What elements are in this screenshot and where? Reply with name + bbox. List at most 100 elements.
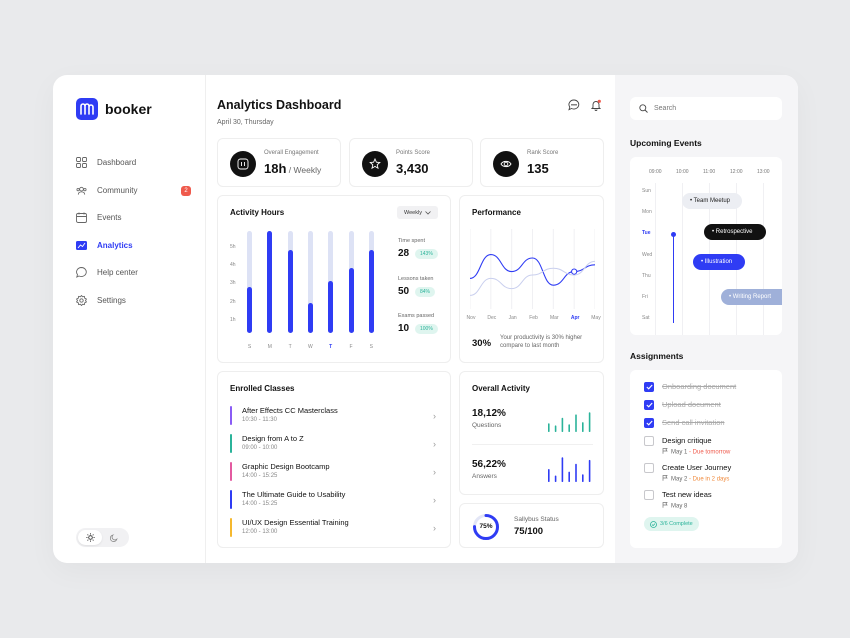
y-tick-label: 2h	[230, 298, 236, 305]
sun-icon	[85, 533, 95, 542]
assignment-checkbox[interactable]	[644, 490, 654, 500]
day-label: Thu	[642, 272, 651, 279]
bar[interactable]	[267, 231, 273, 333]
highlight-point[interactable]	[571, 268, 578, 275]
message-icon[interactable]	[568, 99, 580, 111]
chevron-right-icon[interactable]: ›	[433, 495, 436, 505]
x-tick-label: W	[308, 344, 313, 350]
light-mode-option[interactable]	[78, 530, 102, 545]
performance-chart	[470, 229, 595, 309]
assignment-title: Test new ideas	[662, 490, 712, 499]
bar[interactable]	[348, 268, 354, 333]
chevron-right-icon[interactable]: ›	[433, 467, 436, 477]
assignment-checkbox[interactable]	[644, 436, 654, 446]
calendar-icon	[76, 212, 87, 224]
assignment-date: May 8	[671, 503, 688, 510]
bar-track	[247, 231, 252, 333]
hour-label: 13:00	[757, 169, 770, 175]
bar[interactable]	[328, 281, 334, 333]
event-illustration[interactable]: • Illustration	[693, 254, 745, 270]
sidebar-item-dashboard[interactable]: Dashboard	[76, 149, 191, 177]
assignment-checkbox[interactable]	[644, 463, 654, 473]
mini-bar	[554, 475, 557, 482]
assignment-checkbox[interactable]	[644, 418, 654, 428]
hour-grid-line	[763, 183, 764, 335]
chevron-down-icon	[425, 210, 431, 215]
bar[interactable]	[287, 249, 293, 333]
stat-value-main: 18h	[264, 161, 287, 176]
events-calendar: 09:00 10:00 11:00 12:00 13:00 Sun Mon Tue Wed Thu…	[630, 157, 782, 335]
divider	[472, 444, 593, 445]
check-icon	[645, 420, 653, 426]
assignment-title: Create User Journey	[662, 463, 732, 472]
check-icon	[645, 402, 653, 408]
sidebar-item-settings[interactable]: Settings	[76, 287, 191, 315]
syllabus-value: 75/100	[514, 526, 544, 537]
syllabus-label: Sallybus Status	[514, 516, 559, 523]
chevron-right-icon[interactable]: ›	[433, 439, 436, 449]
assignment-title: Send call invitation	[662, 418, 725, 427]
sidebar-item-events[interactable]: Events	[76, 204, 191, 232]
stat-value: 135	[527, 161, 549, 176]
chevron-right-icon[interactable]: ›	[433, 411, 436, 421]
assignment-checkbox[interactable]	[644, 382, 654, 392]
sidebar-item-community[interactable]: Community 2	[76, 177, 191, 205]
flag-icon	[662, 475, 668, 481]
x-tick-label: S	[369, 344, 373, 350]
stat-label: Points Score	[396, 150, 431, 156]
search-box[interactable]: Search	[630, 97, 782, 120]
event-team-meetup[interactable]: • Team Meetup	[682, 193, 742, 209]
bar[interactable]	[307, 303, 313, 333]
complete-badge: 3/6 Complete	[644, 517, 699, 531]
bell-icon[interactable]	[590, 99, 602, 111]
check-icon	[645, 384, 653, 390]
answers-value: 56,22%	[472, 459, 506, 470]
class-row[interactable]: After Effects CC Masterclass 10:30 - 11:3…	[230, 405, 436, 427]
app-window: booker Dashboard Community 2 Events Anal…	[53, 75, 798, 563]
lessons-taken-value: 50	[398, 286, 410, 297]
sidebar-item-help-center[interactable]: Help center	[76, 259, 191, 287]
x-tick-label: Apr	[570, 315, 580, 321]
period-dropdown[interactable]: Weekly	[397, 206, 438, 219]
class-name: After Effects CC Masterclass	[242, 406, 338, 415]
logo-mark-icon	[76, 98, 98, 120]
class-color-stripe	[230, 518, 232, 537]
class-row[interactable]: The Ultimate Guide to Usability 14:00 - 1…	[230, 489, 436, 511]
card-title: Enrolled Classes	[230, 384, 295, 393]
class-row[interactable]: Graphic Design Bootcamp 14:00 - 15:25 ›	[230, 461, 436, 483]
search-input[interactable]: Search	[654, 105, 677, 112]
progress-ring-label: 75%	[479, 523, 493, 530]
notification-badge: 2	[181, 185, 191, 196]
gear-icon	[76, 294, 87, 306]
stat-card-engagement: Overall Engagement 18h / Weekly	[217, 138, 341, 187]
grid-icon	[76, 157, 87, 169]
class-row[interactable]: UI/UX Design Essential Training 12:00 - 1…	[230, 517, 436, 539]
theme-toggle[interactable]	[76, 528, 129, 547]
sidebar-item-analytics[interactable]: Analytics	[76, 232, 191, 260]
performance-note: Your productivity is 30% higher compare …	[500, 335, 583, 350]
card-title: Performance	[472, 208, 521, 217]
x-tick-label: May	[591, 315, 601, 321]
check-circle-icon	[650, 520, 657, 528]
time-spent-pill: 143%	[415, 249, 438, 259]
class-name: Design from A to Z	[242, 434, 304, 443]
mini-bar	[588, 459, 591, 482]
mini-bar	[548, 423, 550, 432]
logo[interactable]: booker	[76, 98, 152, 120]
chevron-right-icon[interactable]: ›	[433, 523, 436, 533]
bar[interactable]	[247, 286, 252, 333]
sidebar-item-label: Community	[97, 185, 138, 195]
x-tick-label: M	[267, 344, 272, 350]
dark-mode-option[interactable]	[102, 530, 126, 545]
bar[interactable]	[368, 249, 374, 333]
class-row[interactable]: Design from A to Z 09:00 - 10:00 ›	[230, 433, 436, 455]
right-panel: Search Upcoming Events 09:00 10:00 11:00 12…	[615, 75, 798, 563]
class-time: 12:00 - 13:00	[242, 529, 278, 535]
assignment-checkbox[interactable]	[644, 400, 654, 410]
stat-value: 18h / Weekly	[264, 161, 321, 176]
event-retrospective[interactable]: • Retrospective	[704, 224, 766, 240]
exams-passed-value: 10	[398, 323, 410, 334]
x-tick-label: Mar	[550, 315, 559, 321]
exams-passed-label: Exams passed	[398, 313, 435, 319]
event-writing-report[interactable]: • Writing Report	[721, 289, 782, 305]
